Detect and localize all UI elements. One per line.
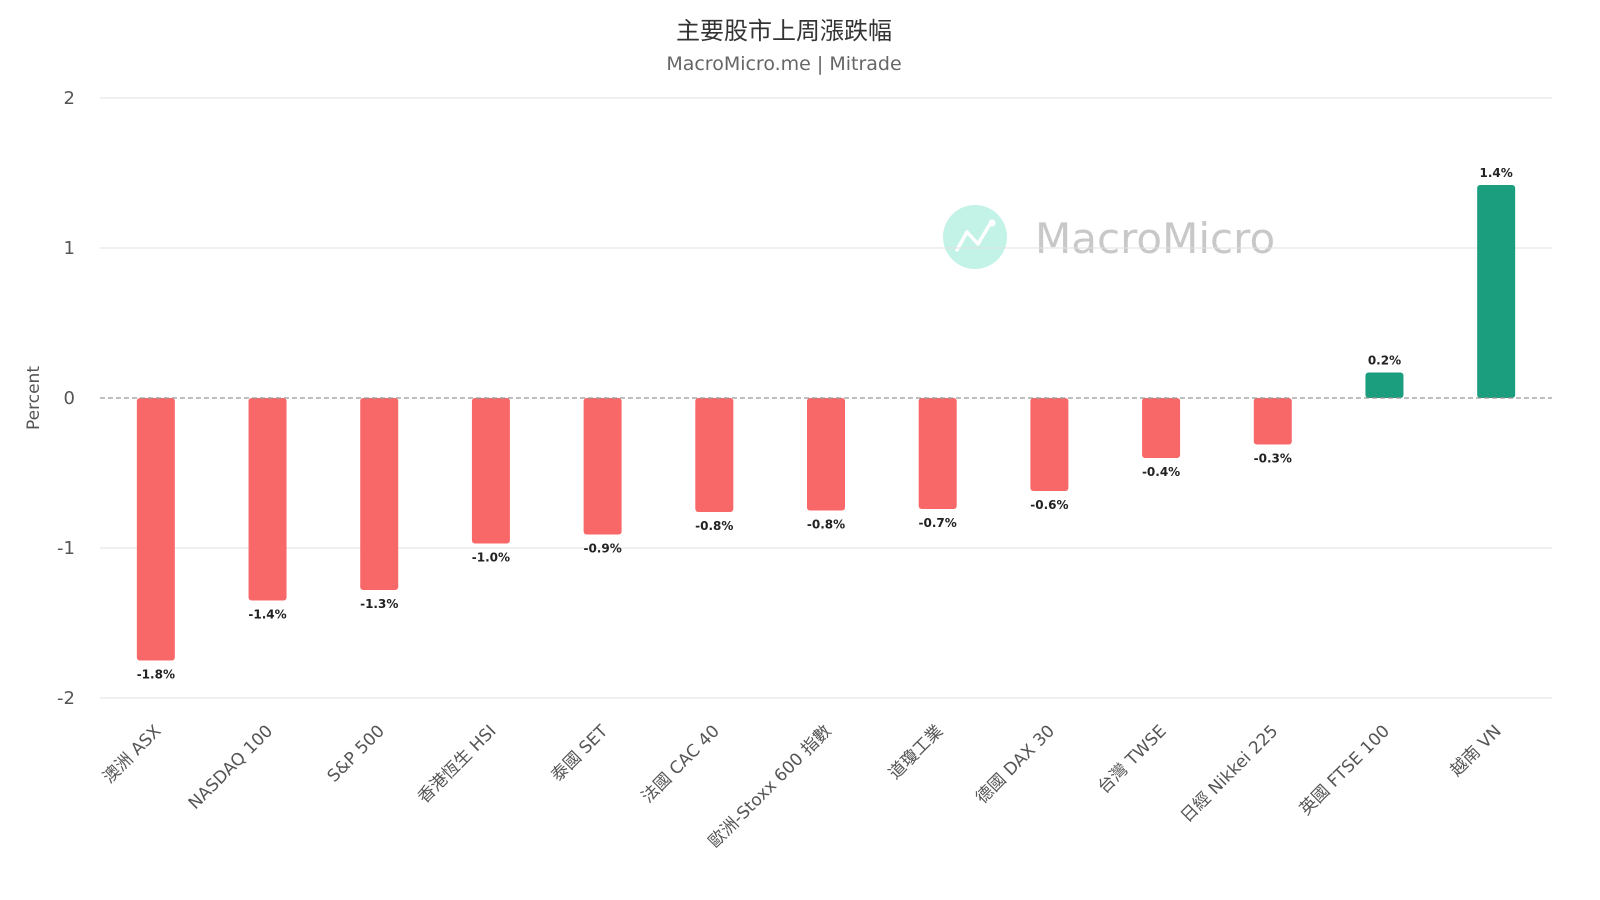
- x-axis-labels: 澳洲 ASX NASDAQ 100 S&P 500 香港恆生 HSI 泰國 SET 法國 …: [99, 721, 1505, 852]
- watermark-text: MacroMicro: [1035, 214, 1275, 263]
- x-tick-label: 法國 CAC 40: [638, 721, 724, 807]
- bar: [1142, 398, 1181, 458]
- x-tick-label: 德國 DAX 30: [972, 721, 1059, 808]
- y-tick-label: 0: [64, 388, 75, 409]
- x-tick-label: 泰國 SET: [548, 721, 613, 786]
- x-tick-label: 日經 Nikkei 225: [1177, 721, 1282, 826]
- bar: [1030, 398, 1069, 491]
- data-label: -0.9%: [583, 542, 621, 556]
- x-tick-label: NASDAQ 100: [185, 721, 277, 813]
- bar: [807, 398, 845, 511]
- data-label: -1.0%: [472, 551, 510, 565]
- data-label: 1.4%: [1480, 166, 1513, 180]
- y-tick-label: -1: [57, 538, 75, 559]
- bar: [136, 398, 175, 661]
- bar: [583, 398, 622, 535]
- chart-title: 主要股市上周漲跌幅: [676, 17, 892, 45]
- data-label: -0.8%: [695, 519, 733, 533]
- x-tick-label: 道瓊工業: [885, 721, 947, 783]
- y-tick-label: -2: [57, 688, 75, 709]
- x-tick-label: 歐洲-Stoxx 600 指數: [705, 721, 836, 852]
- data-label: 0.2%: [1368, 354, 1401, 368]
- data-label: -1.8%: [137, 668, 175, 682]
- y-tick-label: 2: [64, 88, 75, 109]
- data-label: -1.4%: [248, 608, 286, 622]
- bar: [360, 398, 399, 590]
- chart-subtitle: MacroMicro.me | Mitrade: [666, 53, 902, 75]
- bar: [248, 398, 287, 601]
- bar: [471, 398, 510, 544]
- y-tick-label: 1: [64, 238, 75, 259]
- chart-trend-icon: [955, 219, 996, 252]
- data-label: -1.3%: [360, 597, 398, 611]
- bar: [918, 398, 957, 509]
- y-axis-label: Percent: [24, 366, 44, 430]
- watermark: MacroMicro: [943, 205, 1275, 269]
- watermark-logo: [943, 205, 1007, 269]
- bar: [695, 398, 734, 512]
- x-tick-label: S&P 500: [324, 721, 389, 786]
- x-tick-label: 香港恆生 HSI: [414, 721, 500, 807]
- y-axis-ticks: 2 1 0 -1 -2: [57, 88, 75, 709]
- x-tick-label: 英國 FTSE 100: [1296, 721, 1394, 819]
- x-tick-label: 越南 VN: [1446, 721, 1505, 780]
- x-tick-label: 台灣 TWSE: [1094, 721, 1170, 797]
- bar: [1253, 398, 1292, 445]
- bar: [1365, 372, 1404, 398]
- data-label: -0.6%: [1030, 498, 1068, 512]
- gridlines: [100, 97, 1552, 699]
- data-label: -0.3%: [1254, 452, 1292, 466]
- data-label: -0.7%: [919, 516, 957, 530]
- data-labels: -1.8% -1.4% -1.3% -1.0% -0.9% -0.8% -0.8% -0.7%…: [137, 166, 1513, 682]
- data-label: -0.4%: [1142, 465, 1180, 479]
- bars: [136, 185, 1516, 661]
- x-tick-label: 澳洲 ASX: [99, 721, 165, 787]
- data-label: -0.8%: [807, 518, 845, 532]
- bar: [1477, 185, 1516, 398]
